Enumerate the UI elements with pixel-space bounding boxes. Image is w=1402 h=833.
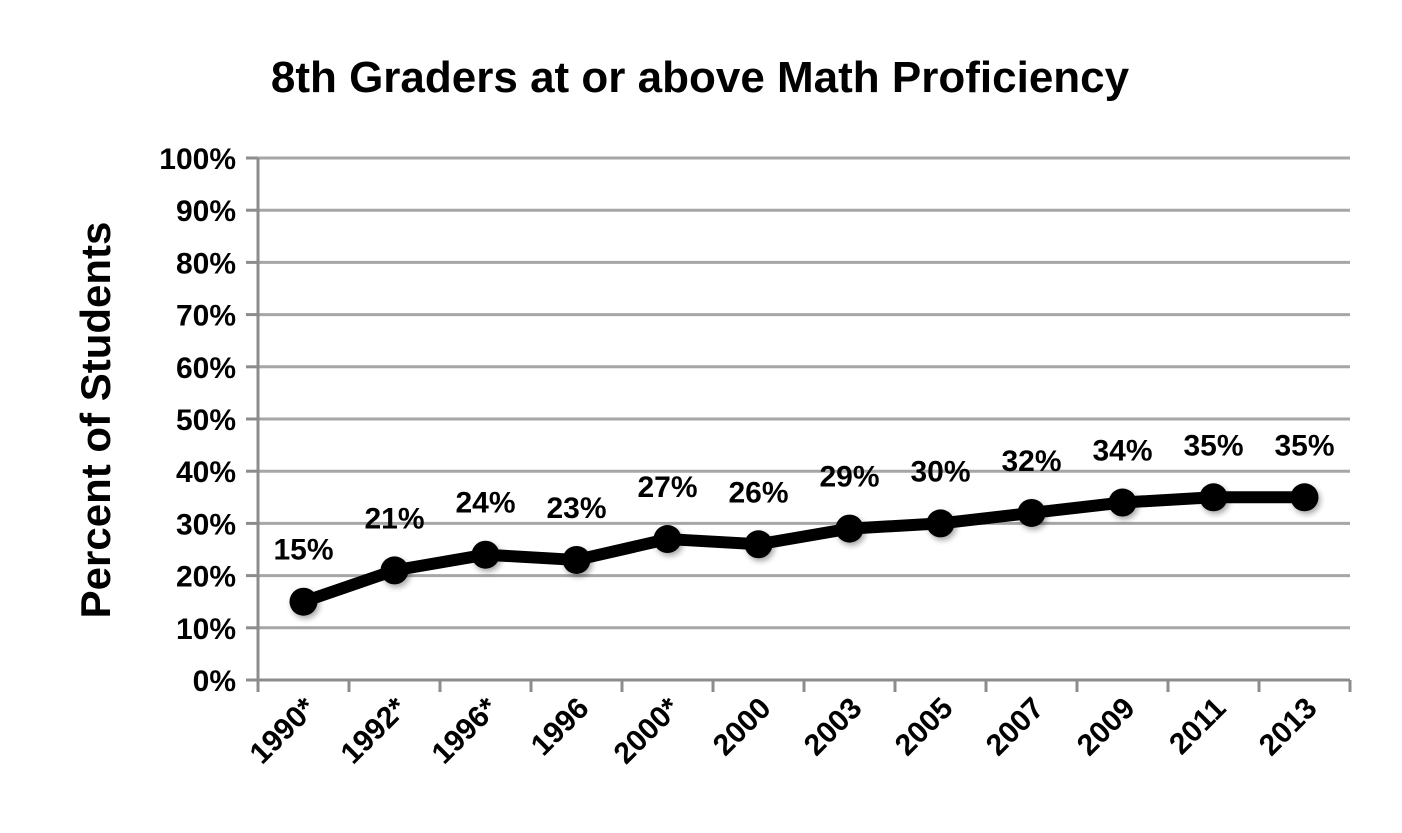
data-point-marker	[1290, 483, 1319, 512]
y-tick-label: 60%	[176, 352, 236, 385]
x-tick-label: 2005	[889, 692, 960, 763]
x-tick-label: 1990*	[244, 691, 323, 770]
data-label: 32%	[1001, 445, 1061, 478]
x-tick-label: 2000	[707, 692, 778, 763]
chart-title: 8th Graders at or above Math Proficiency	[271, 53, 1130, 102]
data-label: 21%	[364, 502, 424, 535]
data-label: 15%	[273, 534, 333, 567]
data-point-marker	[653, 525, 682, 554]
x-tick-label: 2003	[798, 692, 869, 763]
x-tick-label: 2007	[980, 692, 1051, 763]
series-line	[297, 491, 1311, 608]
y-axis-tick-labels: 0% 10% 20% 30% 40% 50% 60% 70% 80% 90% 100%	[159, 143, 236, 698]
data-point-marker	[926, 509, 955, 538]
data-label: 35%	[1183, 429, 1243, 462]
data-label: 30%	[910, 455, 970, 488]
gridlines	[258, 156, 1350, 630]
y-tick-label: 10%	[176, 613, 236, 646]
y-tick-label: 50%	[176, 404, 236, 437]
data-point-marker	[380, 556, 409, 585]
y-tick-label: 20%	[176, 561, 236, 594]
data-point-marker	[835, 514, 864, 543]
data-point-marker	[744, 530, 773, 559]
data-label: 27%	[637, 471, 697, 504]
x-tick-label: 2011	[1163, 692, 1232, 761]
data-labels: 15% 21% 24% 23% 27% 26% 29% 30% 32% 34% 35% 35%	[273, 429, 1334, 566]
series-line-path	[297, 491, 1311, 608]
y-tick-label: 80%	[176, 247, 236, 280]
x-tick-label: 1996*	[426, 691, 505, 770]
y-tick-label: 100%	[159, 143, 236, 176]
x-tick-label: 2000*	[608, 691, 687, 770]
data-point-marker	[471, 540, 500, 569]
x-tick-label: 2013	[1253, 692, 1324, 763]
y-tick-label: 40%	[176, 456, 236, 489]
data-point-marker	[1017, 498, 1046, 527]
data-point-marker	[1108, 488, 1137, 517]
axes	[246, 156, 1352, 692]
data-point-marker	[562, 545, 591, 574]
x-tick-label: 1992*	[335, 691, 414, 770]
data-label: 34%	[1092, 435, 1152, 468]
x-tick-label: 2009	[1071, 692, 1142, 763]
data-label: 24%	[455, 487, 515, 520]
data-label: 35%	[1274, 429, 1334, 462]
data-point-marker	[1199, 483, 1228, 512]
y-tick-label: 70%	[176, 300, 236, 333]
data-point-marker	[289, 587, 318, 616]
data-label: 29%	[819, 461, 879, 494]
y-tick-label: 90%	[176, 195, 236, 228]
y-axis-title: Percent of Students	[72, 222, 119, 619]
series-markers	[289, 483, 1319, 616]
y-tick-label: 30%	[176, 508, 236, 541]
data-label: 23%	[546, 492, 606, 525]
x-axis-tick-labels: 1990* 1992* 1996* 1996 2000* 2000 2003 2005 2007…	[244, 691, 1324, 770]
data-label: 26%	[728, 476, 788, 509]
y-tick-label: 0%	[193, 665, 236, 698]
x-tick-label: 1996	[525, 692, 596, 763]
